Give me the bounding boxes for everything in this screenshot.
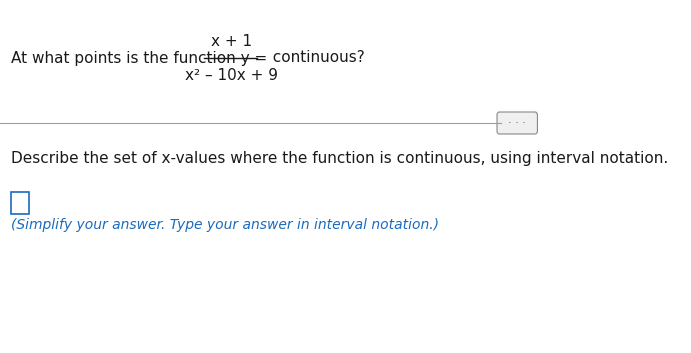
FancyBboxPatch shape — [11, 192, 29, 214]
Text: x + 1: x + 1 — [211, 35, 252, 49]
Text: x² – 10x + 9: x² – 10x + 9 — [184, 67, 278, 83]
Text: · · ·: · · · — [509, 118, 526, 128]
Text: Describe the set of x-values where the function is continuous, using interval no: Describe the set of x-values where the f… — [11, 150, 669, 166]
Text: continuous?: continuous? — [263, 50, 366, 66]
Text: (Simplify your answer. Type your answer in interval notation.): (Simplify your answer. Type your answer … — [11, 218, 439, 232]
Text: At what points is the function y =: At what points is the function y = — [11, 50, 272, 66]
FancyBboxPatch shape — [497, 112, 538, 134]
